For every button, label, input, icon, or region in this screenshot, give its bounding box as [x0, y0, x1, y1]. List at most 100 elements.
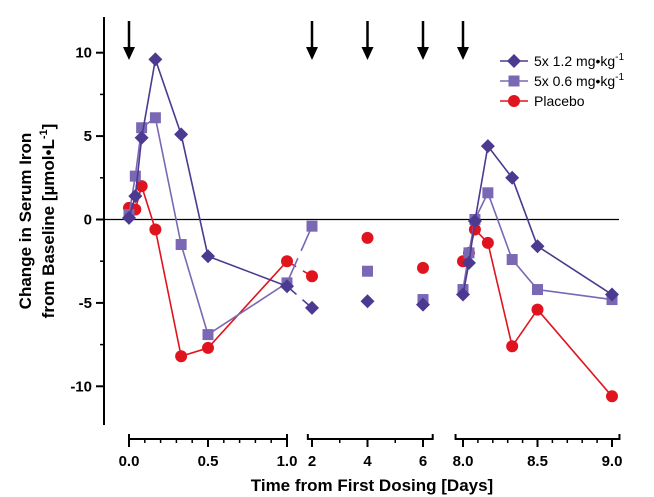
data-point-diamond [605, 287, 619, 302]
legend-label-sup: -1 [615, 72, 624, 83]
y-axis-title-line2-sup: -1 [38, 129, 50, 139]
legend-label: 5x 1.2 mg•kg-1 [534, 52, 625, 69]
dosing-arrow-head [123, 47, 135, 60]
data-point-diamond [134, 130, 149, 145]
data-point-diamond [461, 255, 476, 270]
series-line-segment [180, 244, 209, 335]
x-axis-title: Time from First Dosing [Days] [251, 476, 493, 495]
data-point-diamond [467, 214, 482, 229]
series-line-segment [487, 242, 513, 347]
y-axis-title-line2-close: ] [39, 124, 58, 130]
series-line-segment [468, 221, 476, 263]
series-line-segment [487, 145, 513, 179]
y-tick-label: 0 [84, 212, 92, 229]
series-diamond [122, 52, 619, 315]
dosing-arrow-head [417, 47, 429, 60]
data-point-diamond [416, 297, 430, 312]
y-axis-title-line2: from Baseline [µmol•L-1] [38, 124, 58, 319]
data-point-circle [531, 303, 544, 316]
data-point-circle [306, 270, 318, 283]
data-point-circle [175, 350, 188, 363]
series-line-segment [154, 117, 182, 245]
dosing-arrow-head [306, 47, 318, 60]
x-tick-label: 4 [363, 453, 372, 470]
x-tick-label: 8.0 [453, 453, 474, 470]
series-line-segment [537, 288, 613, 301]
data-point-square [202, 329, 214, 341]
series-line-segment [180, 134, 209, 257]
dosing-arrows-group [123, 21, 469, 60]
data-point-square [532, 284, 543, 296]
data-point-circle [361, 231, 374, 244]
axes-group [103, 17, 619, 425]
data-point-square [362, 265, 373, 277]
legend-marker-diamond [507, 54, 521, 68]
x-tick-label: 6 [419, 453, 427, 470]
series-square [123, 112, 618, 341]
series-line-segment [207, 255, 288, 287]
series-line-segment [154, 59, 182, 135]
legend-label-main: 5x 1.2 mg•kg [534, 53, 615, 69]
y-tick-label: 5 [84, 128, 92, 145]
legend-label: 5x 0.6 mg•kg-1 [534, 72, 625, 89]
x-tick-label: 8.5 [527, 453, 548, 470]
data-point-circle [281, 255, 293, 268]
legend-marker-square [508, 75, 520, 87]
data-point-square [175, 239, 187, 251]
data-point-diamond [128, 189, 143, 204]
data-point-circle [606, 390, 618, 403]
data-point-diamond [360, 294, 375, 309]
legend-label-sup: -1 [615, 52, 624, 63]
series-line-segment [154, 229, 182, 357]
data-point-diamond [305, 300, 319, 315]
data-point-circle [417, 261, 429, 274]
data-point-circle [149, 223, 162, 236]
data-point-diamond [456, 287, 470, 302]
legend-label-main: 5x 0.6 mg•kg [534, 73, 615, 89]
dosing-arrow-head [457, 47, 469, 60]
y-axis-title-line1: Change in Serum Iron [16, 133, 35, 310]
series-line-segment [536, 309, 613, 397]
data-point-diamond [480, 139, 495, 154]
data-point-circle [506, 340, 519, 353]
data-point-diamond [280, 279, 294, 294]
y-ticks-group: 10 5 0 -5 -10 [70, 45, 104, 395]
y-axis-title-line2-main: from Baseline [µmol•L [39, 139, 58, 318]
data-point-diamond [505, 170, 520, 185]
series-line-segment [511, 309, 539, 347]
data-point-diamond [122, 210, 136, 225]
y-tick-label: 10 [75, 45, 92, 62]
series-line-segment [511, 177, 539, 247]
series-line-segment [537, 245, 613, 296]
legend-label-main: Placebo [534, 93, 585, 109]
data-point-square [129, 170, 141, 182]
y-tick-label: -5 [79, 295, 92, 312]
data-point-square [463, 247, 475, 259]
data-point-diamond [201, 249, 215, 264]
x-tick-label: 0.5 [198, 453, 219, 470]
data-point-diamond [174, 127, 189, 142]
x-tick-label: 1.0 [277, 453, 298, 470]
data-point-square [136, 122, 148, 134]
series-line-segment [207, 282, 288, 336]
x-tick-label: 2 [308, 453, 316, 470]
data-point-circle [481, 236, 494, 249]
series-group [122, 52, 619, 403]
x-tick-label: 9.0 [602, 453, 623, 470]
legend-marker-circle [508, 95, 520, 107]
x-tick-label: 0.0 [119, 453, 140, 470]
x-axis-group: 0.0 0.5 1.0 2 4 6 8.0 8.5 9.0 [119, 434, 623, 470]
data-point-diamond [530, 239, 545, 254]
data-point-square [306, 220, 318, 232]
series-line-segment [140, 59, 157, 138]
series-line-segment [207, 260, 288, 349]
legend-label: Placebo [534, 93, 585, 109]
series-line-segment [487, 192, 513, 260]
series-circle [123, 180, 618, 403]
series-line-segment [474, 145, 489, 222]
y-tick-label: -10 [70, 378, 92, 395]
data-point-square [506, 254, 518, 266]
data-point-circle [202, 341, 214, 354]
